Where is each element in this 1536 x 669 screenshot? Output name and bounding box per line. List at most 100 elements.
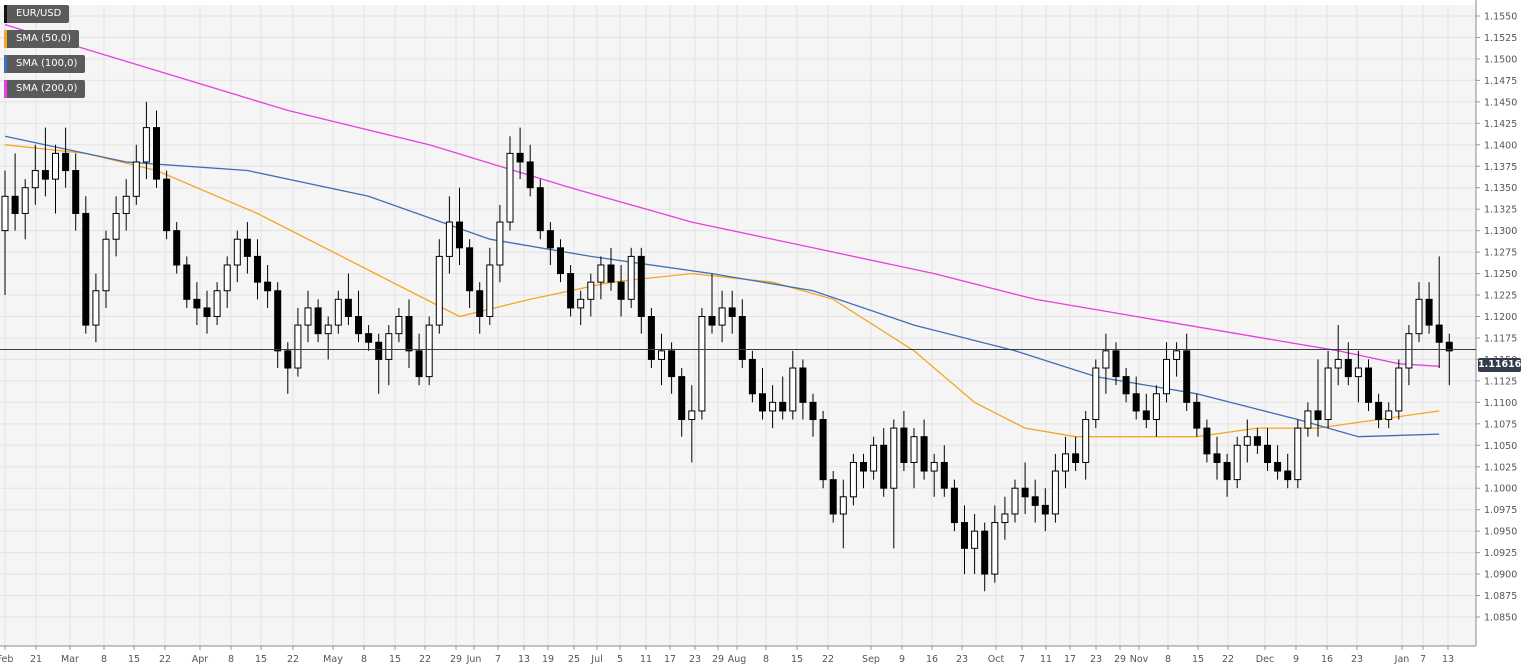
- candle-body: [880, 444, 888, 489]
- y-tick-label: 1.1050: [1484, 441, 1517, 452]
- legend-sma-100[interactable]: SMA (100,0): [4, 55, 86, 73]
- y-tick-label: 1.1425: [1484, 119, 1517, 130]
- x-tick-label: May: [323, 654, 343, 665]
- candle-body: [577, 298, 585, 309]
- candle-body: [1354, 367, 1362, 378]
- legend-swatch-eurusd: [4, 5, 7, 23]
- y-tick-label: 1.1300: [1484, 226, 1517, 237]
- candle-body: [769, 401, 777, 412]
- x-tick-label: 9: [1293, 654, 1299, 665]
- candle-body: [324, 324, 332, 335]
- candle-body: [264, 281, 272, 292]
- candle-body: [1304, 410, 1312, 429]
- x-tick-label: 9: [899, 654, 905, 665]
- x-tick-label: 7: [1420, 654, 1426, 665]
- candle-body: [597, 264, 605, 283]
- legend-label-eurusd: EUR/USD: [16, 8, 62, 19]
- candle-body: [647, 316, 655, 360]
- candle-body: [516, 152, 524, 163]
- y-tick-label: 1.1100: [1484, 398, 1517, 409]
- candle-body: [627, 255, 635, 300]
- candle-body: [496, 221, 504, 266]
- candle-body: [1122, 376, 1130, 395]
- candle-body: [92, 290, 100, 326]
- candle-body: [728, 307, 736, 317]
- candle-body: [1253, 436, 1261, 446]
- candle-body: [1365, 367, 1372, 403]
- x-tick-label: Aug: [728, 654, 747, 665]
- candle-body: [789, 367, 797, 412]
- x-tick-label: Apr: [192, 654, 209, 665]
- candle-body: [314, 307, 322, 335]
- candle-body: [213, 290, 221, 318]
- y-tick-label: 1.1000: [1484, 484, 1517, 495]
- legend-sma-50[interactable]: SMA (50,0): [4, 30, 80, 48]
- x-tick-label: 23: [1351, 654, 1363, 665]
- candle-body: [142, 127, 150, 163]
- y-tick-label: 1.0900: [1484, 570, 1517, 581]
- sma-line-1: [4, 135, 1440, 438]
- y-tick-label: 1.1350: [1484, 183, 1517, 194]
- candle-body: [526, 161, 534, 189]
- candle-body: [223, 264, 231, 292]
- candle-body: [930, 461, 938, 472]
- candle-body: [819, 419, 827, 481]
- candle-body: [365, 333, 373, 343]
- candle-body: [1082, 419, 1090, 463]
- candle-body: [466, 247, 474, 292]
- candle-body: [910, 436, 918, 463]
- candle-body: [1, 195, 9, 232]
- candle-body: [112, 212, 120, 240]
- legend-sma-200[interactable]: SMA (200,0): [4, 80, 86, 98]
- y-tick-label: 1.1225: [1484, 291, 1517, 302]
- legend-swatch-sma-200: [4, 80, 7, 98]
- candle-body: [1031, 496, 1039, 506]
- candle-body: [900, 427, 908, 463]
- candle-body: [233, 238, 241, 266]
- candle-body: [870, 444, 878, 472]
- candle-body: [1102, 350, 1110, 369]
- candle-body: [163, 178, 171, 232]
- x-tick-label: 22: [287, 654, 299, 665]
- candle-body: [1021, 487, 1029, 498]
- candle-body: [981, 530, 989, 575]
- candle-body: [122, 195, 130, 214]
- y-tick-label: 1.1200: [1484, 312, 1517, 323]
- x-tick-label: Mar: [61, 654, 79, 665]
- x-tick-label: Jan: [1394, 654, 1410, 665]
- candle-body: [1233, 444, 1241, 481]
- candle-body: [1152, 393, 1160, 421]
- candle-body: [334, 298, 342, 326]
- candle-body: [284, 350, 292, 369]
- y-tick-label: 1.1525: [1484, 33, 1517, 44]
- candle-body: [809, 401, 817, 421]
- x-tick-label: 8: [101, 654, 107, 665]
- candle-body: [1264, 444, 1271, 463]
- candle-body: [1132, 393, 1140, 412]
- candle-body: [1294, 427, 1302, 481]
- x-tick-label: 29: [450, 654, 462, 665]
- legend-swatch-sma-100: [4, 55, 7, 73]
- legend-eurusd[interactable]: EUR/USD: [4, 5, 70, 23]
- candle-body: [849, 461, 857, 498]
- candle-body: [860, 461, 867, 472]
- candle-body: [72, 170, 80, 214]
- candle-body: [1405, 333, 1413, 369]
- candle-body: [1041, 504, 1049, 515]
- candle-body: [1445, 341, 1453, 352]
- candle-body: [31, 170, 39, 189]
- x-tick-label: 21: [30, 654, 42, 665]
- x-tick-label: 15: [791, 654, 803, 665]
- candle-body: [1385, 410, 1393, 421]
- plot-area: [0, 5, 1476, 646]
- candle-body: [1163, 358, 1170, 395]
- candle-body: [1274, 461, 1282, 472]
- candle-body: [456, 221, 463, 249]
- x-tick-label: 22: [419, 654, 431, 665]
- y-tick-label: 1.0850: [1484, 613, 1517, 624]
- y-tick-label: 1.1250: [1484, 269, 1517, 280]
- y-tick-label: 1.0875: [1484, 591, 1517, 602]
- candle-body: [759, 393, 766, 412]
- y-tick-label: 1.1075: [1484, 419, 1517, 430]
- candle-body: [1435, 324, 1443, 343]
